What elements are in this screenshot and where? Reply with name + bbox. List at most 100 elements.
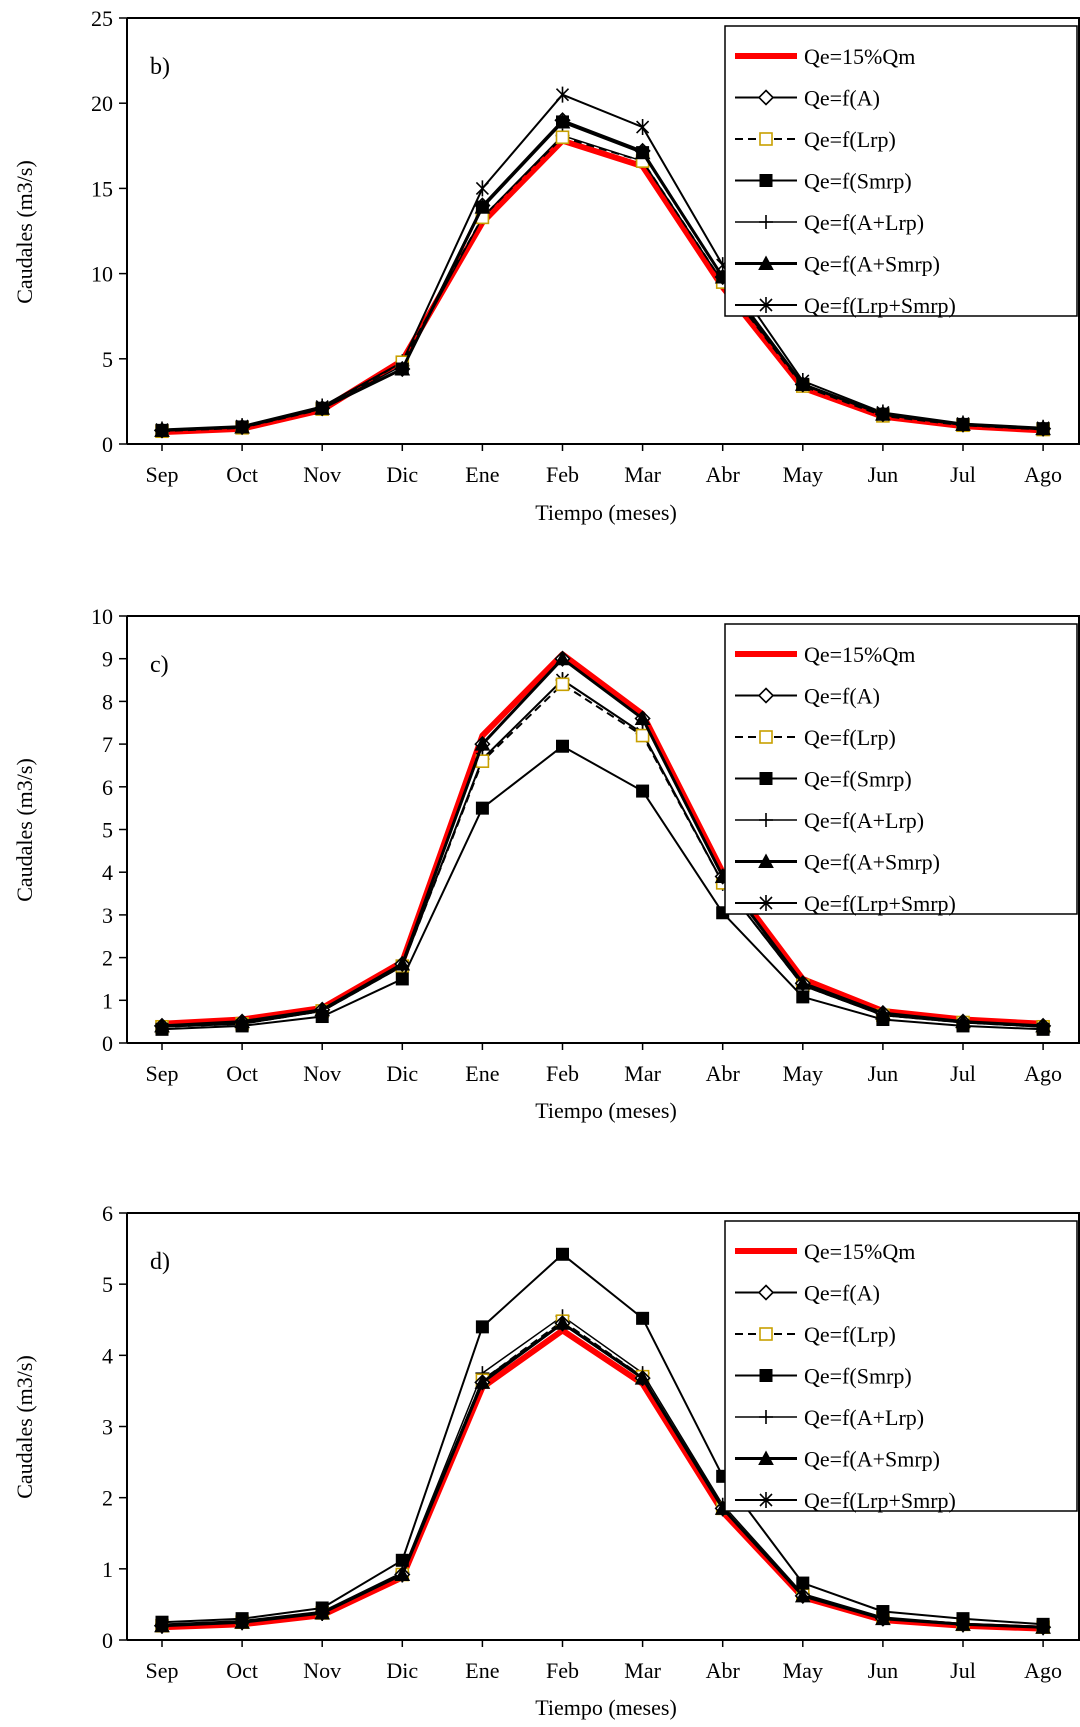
series-triangle [154, 113, 1051, 437]
x-tick-label: Feb [546, 1658, 579, 1683]
y-tick-label: 5 [102, 347, 113, 372]
data-point [955, 416, 971, 431]
data-point [234, 1013, 250, 1029]
legend-entry: Qe=f(A) [735, 684, 880, 709]
legend-marker [759, 1369, 773, 1382]
legend-entry: Qe=f(Lrp+Smrp) [735, 1488, 956, 1513]
legend-entry: Qe=15%Qm [735, 642, 915, 667]
legend-entry: Qe=15%Qm [735, 44, 915, 69]
panel-label: d) [150, 1249, 170, 1275]
x-tick-label: Ene [465, 462, 499, 487]
legend-label: Qe=f(Lrp+Smrp) [804, 293, 956, 318]
legend-entry: Qe=f(Smrp) [735, 1364, 912, 1389]
legend-entry: Qe=f(A+Smrp) [735, 252, 940, 277]
series-square [155, 1247, 1050, 1631]
x-tick-label: Feb [546, 462, 579, 487]
y-tick-label: 20 [91, 91, 113, 116]
data-point [234, 418, 250, 434]
y-tick-label: 15 [91, 176, 113, 201]
data-point [394, 360, 411, 376]
data-point [556, 739, 569, 753]
data-point [1035, 1619, 1051, 1634]
y-tick-label: 10 [91, 262, 113, 287]
legend-label: Qe=f(A+Smrp) [804, 1447, 940, 1472]
data-point [634, 1370, 651, 1385]
data-point [475, 801, 489, 815]
data-point [314, 1001, 331, 1017]
data-point [394, 955, 411, 971]
x-tick-label: Sep [146, 1658, 179, 1683]
data-point [1035, 420, 1051, 436]
x-tick-label: Mar [624, 462, 661, 487]
x-tick-label: Abr [706, 1061, 741, 1086]
legend-marker [758, 853, 774, 868]
data-point [634, 144, 651, 160]
data-point [1035, 1017, 1051, 1033]
y-tick-label: 9 [102, 647, 113, 672]
legend-label: Qe=f(Lrp) [804, 127, 896, 152]
y-tick-label: 2 [102, 1486, 113, 1511]
x-tick-label: May [783, 1061, 823, 1086]
legend-label: Qe=f(A+Lrp) [804, 210, 924, 235]
y-tick-label: 1 [102, 1557, 113, 1582]
legend-label: Qe=15%Qm [804, 642, 915, 667]
x-tick-label: Abr [706, 462, 741, 487]
y-tick-label: 8 [102, 689, 113, 714]
legend-label: Qe=f(Smrp) [804, 169, 912, 194]
legend-label: Qe=f(Lrp) [804, 725, 896, 750]
data-point [555, 677, 570, 692]
y-axis-label: Caudales (m3/s) [12, 758, 37, 902]
legend-entry: Qe=f(Lrp+Smrp) [735, 293, 956, 318]
legend-marker [759, 1492, 773, 1508]
series-line [161, 651, 1044, 1027]
legend-marker [757, 89, 775, 106]
legend-entry: Qe=f(A+Lrp) [735, 210, 924, 235]
x-tick-label: Ago [1024, 1061, 1062, 1086]
series-line [161, 120, 1044, 432]
data-point [955, 1616, 971, 1631]
data-point [955, 1013, 971, 1029]
data-point [314, 1604, 331, 1620]
legend-marker [759, 1410, 773, 1424]
y-axis-label: Caudales (m3/s) [12, 160, 37, 304]
x-tick-label: Nov [303, 1658, 341, 1683]
panel-label: c) [150, 652, 169, 678]
legend-marker [757, 1284, 775, 1301]
chart-panel-3: 0 1 2 3 4 5 6 Sep Oct Nov Dic Ene Feb Mar Abr May Jun Jul… [12, 1201, 1080, 1720]
x-tick-label: Oct [226, 462, 258, 487]
x-tick-label: Dic [386, 462, 418, 487]
legend-entry: Qe=f(A+Lrp) [735, 808, 924, 833]
y-tick-label: 1 [102, 988, 113, 1013]
legend-entry: Qe=f(Smrp) [735, 767, 912, 792]
legend-entry: Qe=f(Lrp) [735, 127, 896, 152]
data-point [154, 1617, 170, 1633]
legend-box [724, 623, 1078, 915]
y-axis-label: Caudales (m3/s) [12, 1355, 37, 1499]
legend-entry: Qe=f(Lrp+Smrp) [735, 891, 956, 916]
y-tick-label: 6 [102, 775, 113, 800]
y-tick-label: 5 [102, 818, 113, 843]
legend-entry: Qe=15%Qm [735, 1239, 915, 1264]
legend-label: Qe=f(Smrp) [804, 767, 912, 792]
chart-panel-2: 0 1 2 3 4 5 6 7 8 9 10 Sep Oct Nov Dic Ene Feb Mar Abr May J… [12, 604, 1080, 1123]
data-point [875, 1005, 891, 1020]
x-tick-label: Ene [465, 1061, 499, 1086]
legend-marker [759, 813, 773, 827]
legend-entry: Qe=f(Lrp) [735, 1322, 896, 1347]
legend-label: Qe=f(A+Lrp) [804, 808, 924, 833]
legend-marker [759, 730, 773, 744]
data-point [636, 784, 650, 798]
y-tick-label: 0 [102, 432, 113, 457]
x-axis-label: Tiempo (meses) [535, 1098, 677, 1123]
data-point [636, 1311, 650, 1325]
x-tick-label: Sep [146, 1061, 179, 1086]
data-point [794, 376, 811, 391]
legend-label: Qe=f(A) [804, 1281, 880, 1306]
data-point [234, 1614, 250, 1629]
series-line [161, 745, 1044, 1031]
y-tick-label: 7 [102, 732, 113, 757]
legend-marker [757, 687, 775, 704]
data-point [314, 400, 331, 415]
y-tick-label: 5 [102, 1272, 113, 1297]
data-point [796, 990, 810, 1004]
